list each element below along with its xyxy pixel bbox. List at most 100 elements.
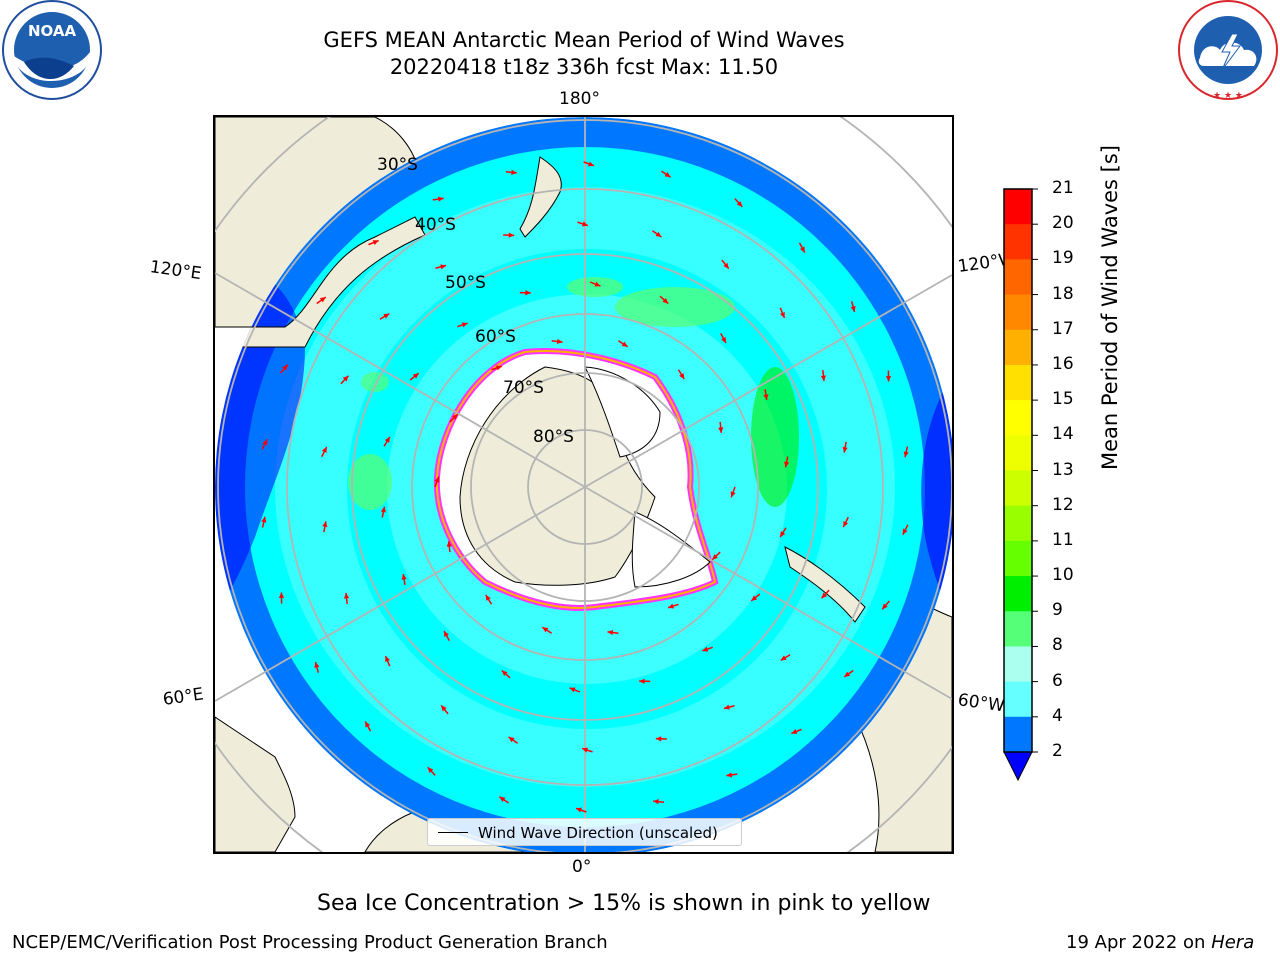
- colorbar-segment: [1004, 470, 1032, 507]
- wind-arrow-head: [763, 394, 769, 400]
- wind-arrow-head: [444, 630, 449, 637]
- wind-arrow-head: [441, 705, 447, 712]
- colorbar-segment: [1004, 329, 1032, 366]
- colorbar-tick-label: 16: [1052, 353, 1074, 374]
- lat-label-30s: 30°S: [377, 155, 418, 175]
- wind-arrow-head: [726, 772, 733, 778]
- map-legend: Wind Wave Direction (unscaled): [427, 818, 742, 846]
- wind-wave-arrows: [261, 161, 909, 813]
- antarctic-map: 30°S 40°S 50°S 60°S 70°S 80°S: [215, 117, 952, 852]
- wind-arrow-head: [461, 322, 468, 328]
- wind-arrow-head: [385, 655, 391, 662]
- wind-arrow-head: [723, 262, 729, 269]
- wind-arrow-head: [343, 592, 350, 599]
- wind-arrow-head: [261, 516, 267, 523]
- lat-label-40s: 40°S: [415, 215, 456, 235]
- wind-arrow-head: [322, 521, 328, 528]
- wind-arrow-head: [511, 169, 517, 175]
- colorbar-tick-label: 2: [1052, 741, 1063, 761]
- wind-arrow-head: [842, 446, 848, 453]
- wind-arrow-head: [581, 221, 588, 227]
- wind-arrow-head: [499, 796, 506, 802]
- run-date: 19 Apr 2022 on Hera: [1066, 932, 1254, 953]
- wind-arrow-head: [903, 451, 909, 458]
- wind-arrow-head: [607, 629, 614, 636]
- chart-subtitle: 20220418 t18z 336h fcst Max: 11.50: [389, 55, 779, 79]
- colorbar-tick-label: 9: [1052, 600, 1063, 621]
- colorbar-segment: [1004, 576, 1032, 612]
- wind-arrow-head: [723, 704, 730, 710]
- colorbar-tick-label: 12: [1052, 494, 1074, 515]
- wind-arrow-head: [437, 196, 444, 202]
- wind-arrow-head: [799, 246, 805, 253]
- legend-label: Wind Wave Direction (unscaled): [478, 824, 718, 842]
- colorbar-segment: [1004, 294, 1032, 331]
- colorbar-tick-label: 15: [1052, 389, 1074, 410]
- producer-credit: NCEP/EMC/Verification Post Processing Pr…: [12, 932, 608, 953]
- colorbar-tick-label: 18: [1052, 283, 1074, 304]
- wind-arrow-head: [427, 767, 434, 774]
- wind-arrow-head: [902, 528, 908, 535]
- lon-label-120e: 120°E: [148, 257, 203, 285]
- wind-arrow-head: [721, 337, 726, 344]
- wind-arrow-head: [621, 341, 628, 347]
- wind-arrow-head: [662, 297, 669, 304]
- colorbar-segment: [1004, 224, 1032, 260]
- wind-arrow-head: [569, 687, 576, 693]
- wind-arrow-head: [588, 161, 594, 167]
- wind-arrow-head: [282, 364, 288, 371]
- wind-arrow-head: [679, 373, 685, 380]
- wind-arrow-head: [736, 200, 743, 207]
- colorbar-tick-label: 4: [1052, 705, 1063, 726]
- colorbar-tick-label: 21: [1052, 178, 1074, 198]
- wind-arrow-head: [882, 603, 888, 610]
- wind-arrow-head: [262, 439, 268, 446]
- wind-arrow-head: [730, 491, 736, 498]
- colorbar-segment: [1004, 505, 1032, 542]
- colorbar-tick-label: 10: [1052, 565, 1074, 586]
- run-date-text: 19 Apr 2022 on: [1066, 932, 1206, 953]
- wind-arrow-head: [342, 375, 349, 382]
- wind-arrow-head: [556, 338, 563, 345]
- colorbar-segment: [1004, 716, 1032, 752]
- wind-arrow-head: [383, 313, 390, 319]
- wind-arrow-head: [508, 737, 515, 743]
- wind-arrow-head: [821, 592, 828, 599]
- colorbar-segment: [1004, 540, 1032, 577]
- colorbar-tick-label: 8: [1052, 635, 1063, 656]
- wind-arrow-head: [784, 461, 790, 468]
- wind-arrow-head: [653, 799, 659, 805]
- wind-arrow-head: [582, 747, 589, 753]
- colorbar-tick-label: 6: [1052, 670, 1063, 691]
- sea-ice-note: Sea Ice Concentration > 15% is shown in …: [317, 891, 931, 916]
- graticule: [215, 117, 952, 852]
- colorbar-tick-label: 17: [1052, 318, 1074, 339]
- wind-arrow-head: [594, 281, 601, 287]
- wind-arrow-head: [791, 729, 798, 734]
- wind-arrow-head: [885, 376, 892, 382]
- wind-arrow-head: [372, 240, 379, 245]
- wind-arrow-head: [508, 232, 515, 238]
- lon-label-180: 180°: [559, 89, 600, 109]
- colorbar-extend-arrow: [1003, 751, 1033, 782]
- lon-label-60e: 60°E: [161, 684, 205, 710]
- colorbar-segment: [1004, 681, 1032, 718]
- wind-arrow-head: [820, 375, 827, 382]
- wind-arrow-head: [365, 721, 371, 728]
- wind-arrow-head: [780, 655, 787, 661]
- wind-arrow-head: [525, 290, 531, 296]
- wind-arrow-head: [751, 595, 758, 601]
- lat-label-60s: 60°S: [475, 327, 516, 347]
- map-frame: 30°S 40°S 50°S 60°S 70°S 80°S: [213, 115, 954, 854]
- wind-arrow-head: [668, 603, 675, 609]
- lat-label-70s: 70°S: [503, 378, 544, 398]
- wind-arrow-head: [844, 671, 851, 677]
- wind-arrow-head: [843, 521, 849, 528]
- colorbar-segment: [1004, 364, 1032, 401]
- colorbar-segment: [1004, 259, 1032, 296]
- noaa-logo-text: NOAA: [28, 22, 77, 40]
- colorbar-segment: [1004, 611, 1032, 647]
- wind-arrow-head: [380, 506, 386, 513]
- wind-arrow-head: [542, 627, 549, 633]
- colorbar-segment: [1004, 435, 1032, 471]
